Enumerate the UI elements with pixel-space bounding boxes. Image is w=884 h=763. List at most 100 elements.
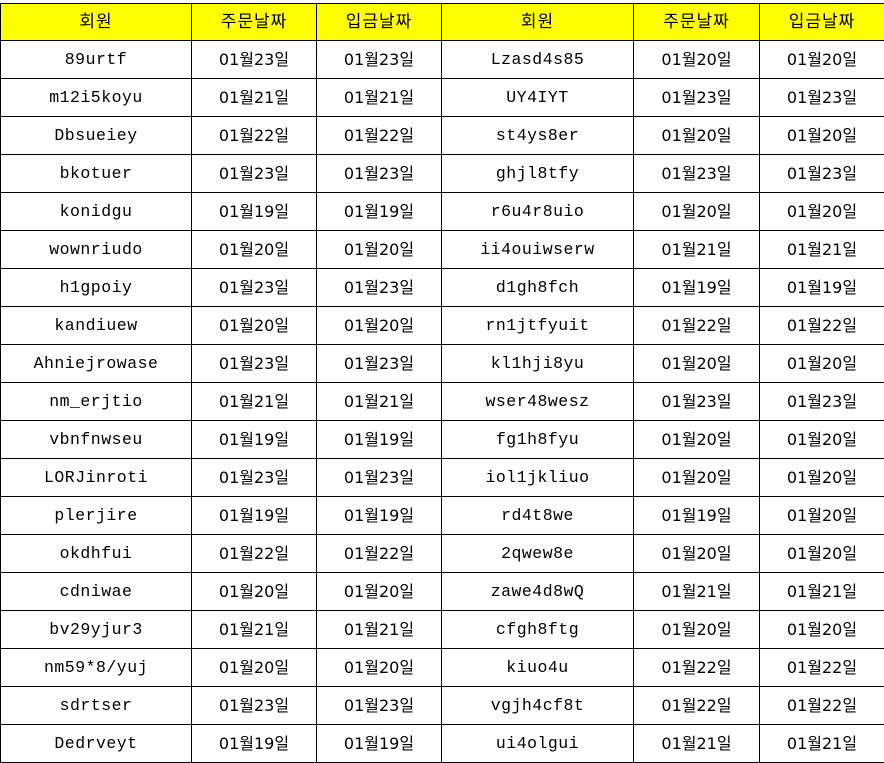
cell-member-left[interactable]: bkotuer [1, 155, 192, 193]
cell-member-left[interactable]: nm_erjtio [1, 383, 192, 421]
cell-payment-date-right[interactable]: 01월21일 [760, 725, 884, 763]
cell-order-date-left[interactable]: 01월20일 [192, 649, 317, 687]
cell-payment-date-left[interactable]: 01월20일 [317, 573, 442, 611]
cell-member-left[interactable]: h1gpoiy [1, 269, 192, 307]
cell-member-left[interactable]: Ahniejrowase [1, 345, 192, 383]
cell-member-left[interactable]: wownriudo [1, 231, 192, 269]
cell-payment-date-right[interactable]: 01월20일 [760, 41, 884, 79]
cell-payment-date-left[interactable]: 01월23일 [317, 41, 442, 79]
cell-order-date-right[interactable]: 01월22일 [634, 649, 760, 687]
cell-order-date-left[interactable]: 01월23일 [192, 687, 317, 725]
cell-member-left[interactable]: vbnfnwseu [1, 421, 192, 459]
cell-payment-date-left[interactable]: 01월23일 [317, 345, 442, 383]
cell-member-right[interactable]: st4ys8er [442, 117, 634, 155]
cell-member-right[interactable]: d1gh8fch [442, 269, 634, 307]
cell-member-left[interactable]: m12i5koyu [1, 79, 192, 117]
cell-order-date-right[interactable]: 01월21일 [634, 573, 760, 611]
cell-member-left[interactable]: 89urtf [1, 41, 192, 79]
cell-order-date-left[interactable]: 01월19일 [192, 193, 317, 231]
cell-payment-date-left[interactable]: 01월19일 [317, 725, 442, 763]
cell-order-date-left[interactable]: 01월20일 [192, 573, 317, 611]
cell-payment-date-left[interactable]: 01월21일 [317, 611, 442, 649]
cell-payment-date-right[interactable]: 01월20일 [760, 611, 884, 649]
cell-order-date-left[interactable]: 01월19일 [192, 725, 317, 763]
cell-order-date-left[interactable]: 01월22일 [192, 117, 317, 155]
column-header-payment-date-right[interactable]: 입금날짜 [760, 4, 884, 41]
cell-payment-date-left[interactable]: 01월19일 [317, 421, 442, 459]
cell-payment-date-right[interactable]: 01월23일 [760, 155, 884, 193]
cell-member-right[interactable]: rd4t8we [442, 497, 634, 535]
cell-payment-date-left[interactable]: 01월23일 [317, 269, 442, 307]
cell-member-right[interactable]: Lzasd4s85 [442, 41, 634, 79]
cell-order-date-left[interactable]: 01월23일 [192, 41, 317, 79]
cell-order-date-left[interactable]: 01월19일 [192, 421, 317, 459]
cell-payment-date-left[interactable]: 01월20일 [317, 649, 442, 687]
cell-member-right[interactable]: UY4IYT [442, 79, 634, 117]
cell-payment-date-right[interactable]: 01월20일 [760, 497, 884, 535]
cell-order-date-right[interactable]: 01월20일 [634, 535, 760, 573]
cell-order-date-left[interactable]: 01월21일 [192, 611, 317, 649]
column-header-payment-date-left[interactable]: 입금날짜 [317, 4, 442, 41]
cell-member-right[interactable]: ui4olgui [442, 725, 634, 763]
cell-member-left[interactable]: konidgu [1, 193, 192, 231]
cell-order-date-right[interactable]: 01월20일 [634, 421, 760, 459]
cell-payment-date-left[interactable]: 01월23일 [317, 155, 442, 193]
cell-order-date-right[interactable]: 01월20일 [634, 193, 760, 231]
cell-payment-date-left[interactable]: 01월22일 [317, 535, 442, 573]
cell-member-left[interactable]: plerjire [1, 497, 192, 535]
column-header-member-right[interactable]: 회원 [442, 4, 634, 41]
cell-order-date-left[interactable]: 01월20일 [192, 307, 317, 345]
cell-order-date-right[interactable]: 01월23일 [634, 79, 760, 117]
cell-order-date-right[interactable]: 01월23일 [634, 383, 760, 421]
cell-payment-date-right[interactable]: 01월23일 [760, 79, 884, 117]
cell-payment-date-right[interactable]: 01월20일 [760, 193, 884, 231]
cell-order-date-right[interactable]: 01월19일 [634, 269, 760, 307]
cell-order-date-right[interactable]: 01월23일 [634, 155, 760, 193]
cell-member-right[interactable]: ii4ouiwserw [442, 231, 634, 269]
cell-member-left[interactable]: Dbsueiey [1, 117, 192, 155]
cell-payment-date-right[interactable]: 01월22일 [760, 307, 884, 345]
column-header-order-date-left[interactable]: 주문날짜 [192, 4, 317, 41]
cell-order-date-right[interactable]: 01월20일 [634, 345, 760, 383]
cell-payment-date-right[interactable]: 01월22일 [760, 649, 884, 687]
cell-payment-date-right[interactable]: 01월23일 [760, 383, 884, 421]
cell-payment-date-left[interactable]: 01월22일 [317, 117, 442, 155]
cell-order-date-right[interactable]: 01월19일 [634, 497, 760, 535]
cell-member-right[interactable]: kl1hji8yu [442, 345, 634, 383]
cell-payment-date-right[interactable]: 01월22일 [760, 687, 884, 725]
cell-payment-date-left[interactable]: 01월20일 [317, 307, 442, 345]
cell-payment-date-right[interactable]: 01월21일 [760, 231, 884, 269]
cell-order-date-left[interactable]: 01월23일 [192, 345, 317, 383]
cell-member-left[interactable]: bv29yjur3 [1, 611, 192, 649]
cell-payment-date-right[interactable]: 01월21일 [760, 573, 884, 611]
cell-payment-date-left[interactable]: 01월23일 [317, 687, 442, 725]
cell-payment-date-right[interactable]: 01월20일 [760, 117, 884, 155]
cell-payment-date-left[interactable]: 01월21일 [317, 383, 442, 421]
cell-order-date-left[interactable]: 01월22일 [192, 535, 317, 573]
cell-member-left[interactable]: LORJinroti [1, 459, 192, 497]
cell-member-right[interactable]: zawe4d8wQ [442, 573, 634, 611]
cell-member-left[interactable]: cdniwae [1, 573, 192, 611]
cell-order-date-right[interactable]: 01월21일 [634, 231, 760, 269]
cell-member-right[interactable]: vgjh4cf8t [442, 687, 634, 725]
cell-order-date-right[interactable]: 01월20일 [634, 41, 760, 79]
cell-member-left[interactable]: sdrtser [1, 687, 192, 725]
cell-member-left[interactable]: kandiuew [1, 307, 192, 345]
cell-order-date-right[interactable]: 01월22일 [634, 307, 760, 345]
cell-member-right[interactable]: kiuo4u [442, 649, 634, 687]
cell-order-date-left[interactable]: 01월21일 [192, 79, 317, 117]
cell-member-right[interactable]: 2qwew8e [442, 535, 634, 573]
cell-payment-date-left[interactable]: 01월23일 [317, 459, 442, 497]
cell-order-date-left[interactable]: 01월23일 [192, 155, 317, 193]
cell-member-right[interactable]: r6u4r8uio [442, 193, 634, 231]
cell-order-date-left[interactable]: 01월23일 [192, 459, 317, 497]
cell-order-date-left[interactable]: 01월20일 [192, 231, 317, 269]
cell-payment-date-right[interactable]: 01월19일 [760, 269, 884, 307]
cell-payment-date-left[interactable]: 01월19일 [317, 193, 442, 231]
cell-payment-date-right[interactable]: 01월20일 [760, 459, 884, 497]
cell-payment-date-right[interactable]: 01월20일 [760, 535, 884, 573]
cell-order-date-right[interactable]: 01월21일 [634, 725, 760, 763]
cell-order-date-right[interactable]: 01월22일 [634, 687, 760, 725]
cell-payment-date-right[interactable]: 01월20일 [760, 345, 884, 383]
cell-member-right[interactable]: fg1h8fyu [442, 421, 634, 459]
